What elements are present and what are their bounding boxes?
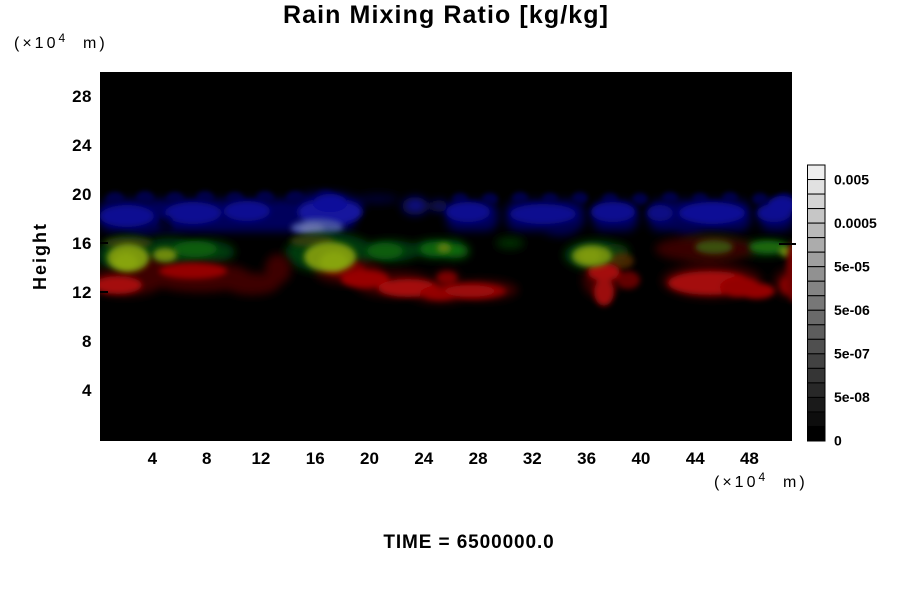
svg-text:(×104 m): (×104 m): [14, 31, 108, 52]
svg-text:5e-05: 5e-05: [834, 259, 870, 275]
svg-text:8: 8: [82, 332, 92, 351]
svg-text:4: 4: [148, 449, 158, 468]
svg-text:36: 36: [577, 449, 596, 468]
svg-text:0: 0: [834, 433, 842, 449]
svg-text:5e-06: 5e-06: [834, 302, 870, 318]
svg-text:TIME = 6500000.0: TIME = 6500000.0: [383, 532, 554, 553]
svg-text:(×104 m): (×104 m): [714, 470, 808, 491]
svg-text:24: 24: [414, 449, 433, 468]
svg-text:16: 16: [306, 449, 325, 468]
svg-text:40: 40: [631, 449, 650, 468]
svg-text:5e-07: 5e-07: [834, 346, 870, 362]
svg-text:0.0005: 0.0005: [834, 215, 877, 231]
svg-text:0.005: 0.005: [834, 172, 869, 188]
svg-text:12: 12: [251, 449, 270, 468]
svg-text:12: 12: [72, 283, 92, 302]
svg-text:Rain Mixing Ratio [kg/kg]: Rain Mixing Ratio [kg/kg]: [283, 1, 609, 29]
svg-text:28: 28: [469, 449, 488, 468]
svg-text:20: 20: [360, 449, 379, 468]
svg-text:8: 8: [202, 449, 211, 468]
svg-text:28: 28: [72, 87, 92, 106]
svg-text:48: 48: [740, 449, 759, 468]
svg-text:24: 24: [72, 136, 92, 155]
svg-text:Height: Height: [30, 222, 50, 290]
svg-text:16: 16: [72, 234, 92, 253]
svg-text:20: 20: [72, 185, 92, 204]
svg-text:44: 44: [686, 449, 705, 468]
svg-text:5e-08: 5e-08: [834, 389, 870, 405]
svg-text:4: 4: [82, 381, 92, 400]
svg-text:32: 32: [523, 449, 542, 468]
